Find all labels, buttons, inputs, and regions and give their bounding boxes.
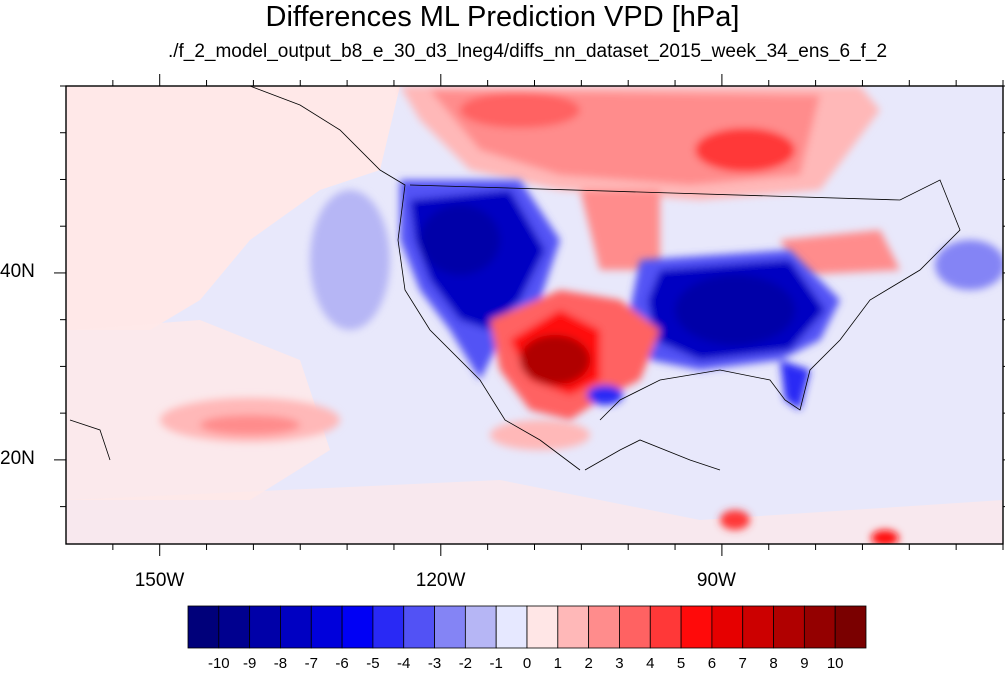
colorbar-label: -9	[242, 655, 257, 672]
colorbar-label: -10	[207, 655, 230, 672]
colorbar-label: 3	[615, 655, 624, 672]
colorbar-label: 2	[584, 655, 593, 672]
colorbar-swatch	[372, 605, 405, 649]
colorbar-swatch	[742, 605, 774, 649]
colorbar-swatch	[680, 605, 713, 649]
colorbar-swatch	[403, 605, 435, 649]
colorbar-swatch	[803, 605, 836, 649]
chart-subtitle: ./f_2_model_output_b8_e_30_d3_lneg4/diff…	[167, 41, 888, 62]
colorbar-swatch	[434, 605, 466, 649]
x-tick-label: 150W	[134, 570, 185, 591]
colorbar-swatch	[249, 605, 281, 649]
colorbar-label: -3	[427, 655, 442, 672]
colorbar-swatch	[834, 605, 867, 649]
colorbar-swatch	[619, 605, 651, 649]
colorbar-swatch	[280, 605, 312, 649]
x-tick-label: 90W	[696, 570, 736, 591]
colorbar-swatch	[649, 605, 682, 649]
colorbar	[187, 605, 867, 649]
colorbar-swatch	[464, 605, 497, 649]
colorbar-swatch	[187, 605, 220, 649]
y-tick-label: 40N	[0, 260, 35, 282]
colorbar-label: 8	[769, 655, 778, 672]
colorbar-swatch	[495, 605, 528, 649]
colorbar-swatch	[557, 605, 590, 649]
coastlines	[69, 86, 961, 471]
colorbar-label: 7	[738, 655, 747, 672]
colorbar-label: -2	[458, 655, 473, 672]
colorbar-label: -4	[397, 655, 411, 672]
colorbar-swatch	[218, 605, 251, 649]
colorbar-label: -6	[335, 655, 349, 672]
colorbar-swatch	[310, 605, 343, 649]
heatmap-field	[66, 86, 1003, 544]
colorbar-label: 5	[676, 655, 686, 672]
colorbar-label: -5	[366, 655, 380, 672]
colorbar-swatch	[773, 605, 805, 649]
colorbar-label: 9	[800, 655, 809, 672]
colorbar-swatch	[711, 605, 744, 649]
colorbar-swatch	[588, 605, 620, 649]
colorbar-label: 1	[553, 655, 562, 672]
colorbar-label: 6	[707, 655, 717, 672]
colorbar-label: 4	[646, 655, 655, 672]
axis-ticks	[54, 74, 1005, 556]
colorbar-swatch	[341, 605, 374, 649]
y-tick-label: 20N	[0, 447, 35, 469]
x-tick-label: 120W	[415, 570, 466, 591]
colorbar-label: 10	[826, 655, 844, 672]
colorbar-label: 0	[522, 655, 532, 672]
colorbar-label: -7	[304, 655, 318, 672]
colorbar-swatch	[526, 605, 559, 649]
chart-title: Differences ML Prediction VPD [hPa]	[265, 1, 740, 33]
colorbar-label: -1	[489, 655, 503, 672]
colorbar-label: -8	[273, 655, 288, 672]
